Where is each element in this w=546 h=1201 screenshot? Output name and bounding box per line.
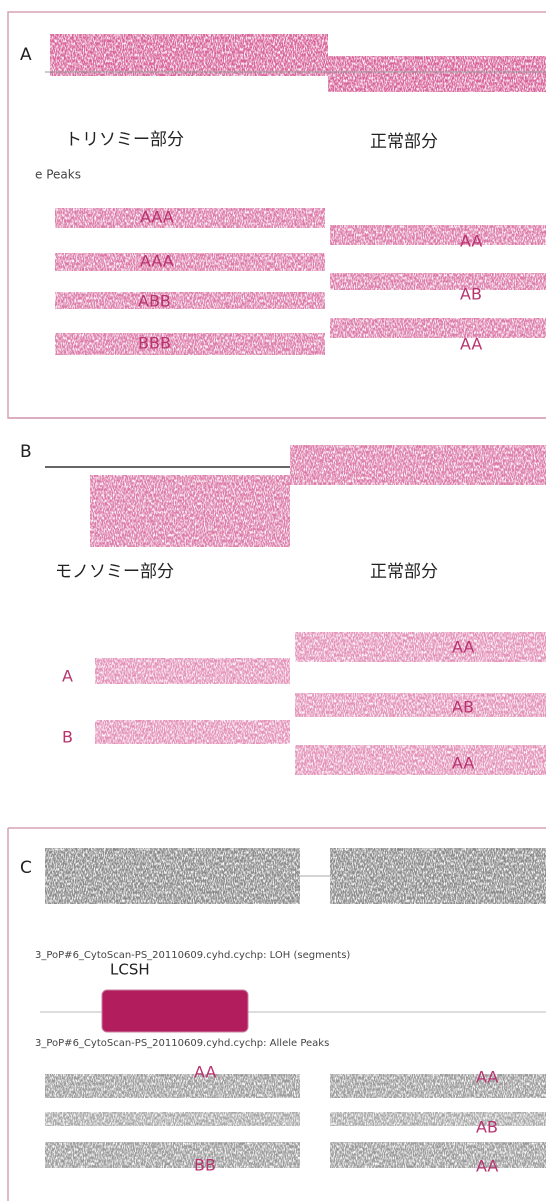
peak-label: BBB — [138, 334, 171, 353]
peak-label: A — [62, 667, 73, 686]
track-label: e Peaks — [35, 168, 81, 182]
peak-label: AAA — [140, 208, 174, 227]
region-label: 正常部分 — [370, 132, 438, 152]
peak-label: AB — [452, 698, 474, 717]
peak-label: AA — [460, 232, 482, 251]
segment-label: LCSH — [110, 961, 150, 979]
peak-label: AA — [452, 638, 474, 657]
peak-label: AAA — [140, 252, 174, 271]
track-label: 3_PoP#6_CytoScan-PS_20110609.cyhd.cychp:… — [35, 950, 350, 961]
peak-label: AA — [476, 1068, 498, 1087]
panel-letter: A — [20, 45, 32, 65]
region-label: モノソミー部分 — [55, 562, 174, 582]
peak-label: AA — [476, 1157, 498, 1176]
frame — [8, 12, 546, 1201]
lcsh-segment — [102, 990, 248, 1032]
peak-label: AA — [452, 754, 474, 773]
peak-label: AA — [460, 335, 482, 354]
track-label: 3_PoP#6_CytoScan-PS_20110609.cyhd.cychp:… — [35, 1038, 329, 1049]
figure: A トリソミー部分 正常部分 e Peaks AAA AAA ABB BBB A… — [0, 0, 546, 1201]
peak-label: ABB — [138, 292, 171, 311]
region-label: トリソミー部分 — [65, 130, 184, 150]
peak-label: B — [62, 728, 73, 747]
panel-letter: B — [20, 442, 32, 462]
region-label: 正常部分 — [370, 562, 438, 582]
peak-label: AB — [476, 1118, 498, 1137]
peak-label: BB — [194, 1156, 216, 1175]
peak-label: AA — [194, 1063, 216, 1082]
panel-letter: C — [20, 858, 32, 878]
peak-label: AB — [460, 285, 482, 304]
